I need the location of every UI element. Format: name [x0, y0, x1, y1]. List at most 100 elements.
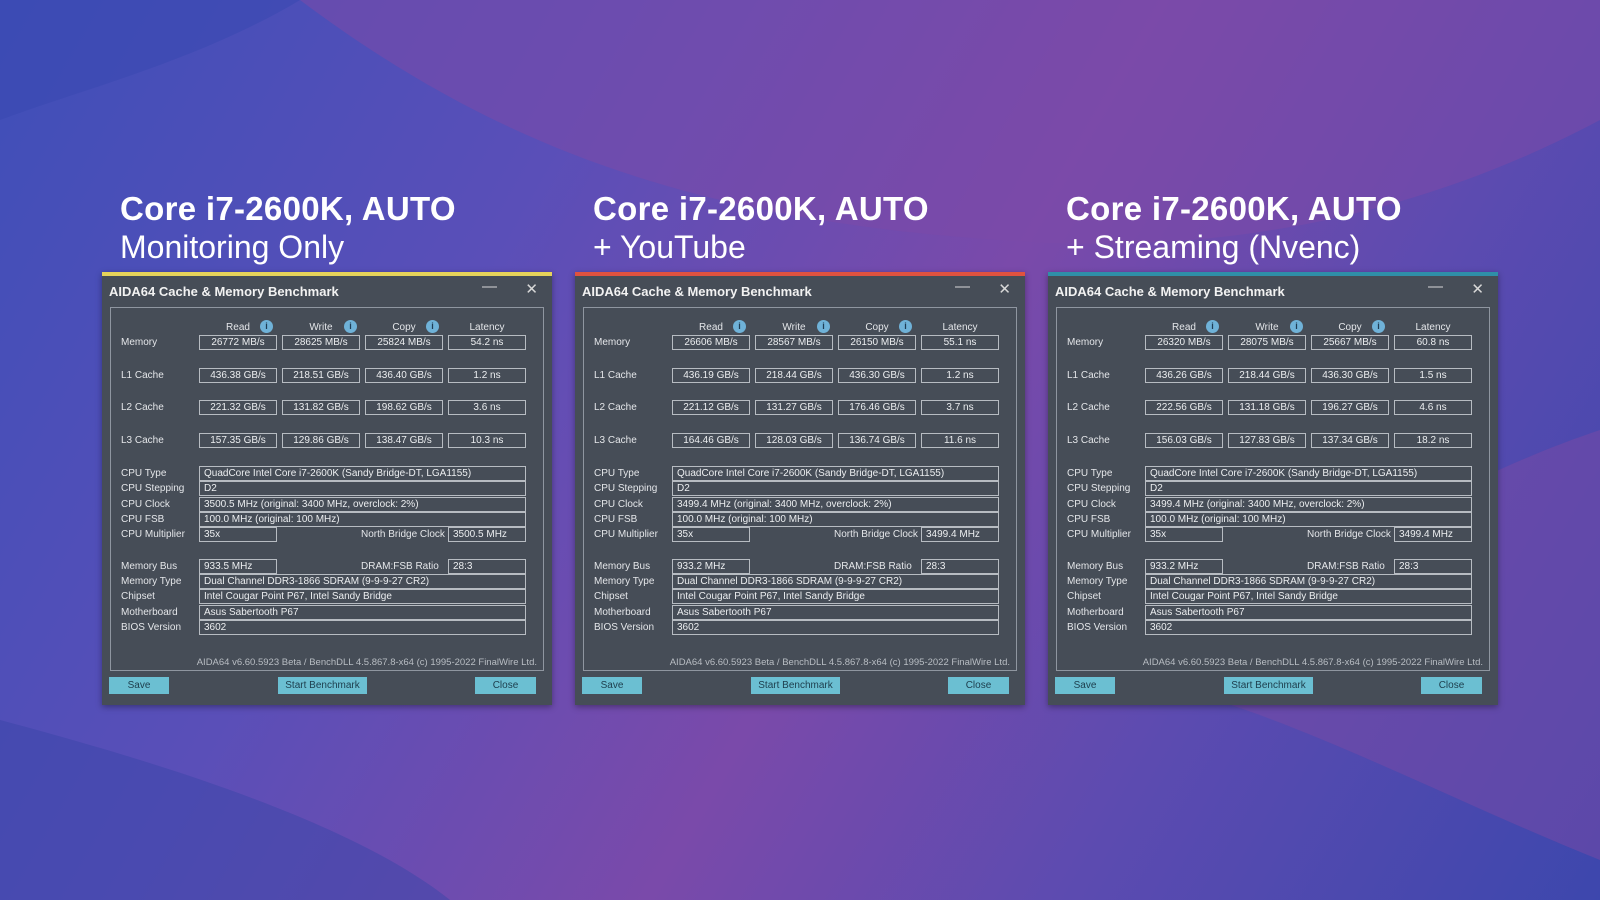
footer-copyright: AIDA64 v6.60.5923 Beta / BenchDLL 4.5.86… — [669, 657, 1010, 668]
l3-write: 128.03 GB/s — [755, 433, 833, 448]
heading-subtitle: Monitoring Only — [120, 229, 345, 265]
results-group: Read i Write i Copy i Latency Memory 263… — [1056, 307, 1490, 671]
copy-info-icon[interactable]: i — [1372, 320, 1385, 333]
row-label-memory: Memory — [594, 337, 631, 348]
save-button[interactable]: Save — [109, 677, 169, 694]
copy-info-icon[interactable]: i — [899, 320, 912, 333]
l1-copy: 436.40 GB/s — [365, 368, 443, 383]
label-cpu-multiplier: CPU Multiplier — [121, 529, 185, 540]
benchmark-window: AIDA64 Cache & Memory Benchmark — ✕ Read… — [1048, 272, 1498, 705]
memory-bus-value: 933.5 MHz — [199, 559, 277, 574]
label-chipset: Chipset — [121, 591, 155, 602]
col-header-read: Read — [1172, 322, 1196, 333]
l3-latency: 10.3 ns — [448, 433, 526, 448]
heading-title: Core i7-2600K, AUTO — [1066, 190, 1402, 227]
copy-info-icon[interactable]: i — [426, 320, 439, 333]
dram-ratio-value: 28:3 — [921, 559, 999, 574]
l2-read: 222.56 GB/s — [1145, 400, 1223, 415]
label-memory-bus: Memory Bus — [1067, 561, 1124, 572]
l1-copy: 436.30 GB/s — [1311, 368, 1389, 383]
l2-copy: 176.46 GB/s — [838, 400, 916, 415]
col-header-copy: Copy — [865, 322, 889, 333]
close-icon[interactable]: ✕ — [525, 281, 538, 298]
write-info-icon[interactable]: i — [817, 320, 830, 333]
read-info-icon[interactable]: i — [733, 320, 746, 333]
label-nb-clock: North Bridge Clock — [361, 529, 445, 540]
start-benchmark-button[interactable]: Start Benchmark — [1224, 677, 1313, 694]
l1-write: 218.44 GB/s — [1228, 368, 1306, 383]
write-info-icon[interactable]: i — [344, 320, 357, 333]
l3-write: 127.83 GB/s — [1228, 433, 1306, 448]
write-info-icon[interactable]: i — [1290, 320, 1303, 333]
col-header-latency: Latency — [469, 322, 505, 333]
cpu-type-value: QuadCore Intel Core i7-2600K (Sandy Brid… — [1145, 466, 1472, 481]
memory-latency: 55.1 ns — [921, 335, 999, 350]
l2-copy: 196.27 GB/s — [1311, 400, 1389, 415]
l2-latency: 3.6 ns — [448, 400, 526, 415]
benchmark-window: AIDA64 Cache & Memory Benchmark — ✕ Read… — [102, 272, 552, 705]
minimize-icon[interactable]: — — [1428, 278, 1443, 295]
benchmark-window: AIDA64 Cache & Memory Benchmark — ✕ Read… — [575, 272, 1025, 705]
nb-clock-value: 3499.4 MHz — [1394, 527, 1472, 542]
row-label-l1: L1 Cache — [121, 370, 164, 381]
close-icon[interactable]: ✕ — [1471, 281, 1484, 298]
dram-ratio-value: 28:3 — [1394, 559, 1472, 574]
label-bios: BIOS Version — [1067, 622, 1128, 633]
cpu-stepping-value: D2 — [1145, 481, 1472, 496]
label-motherboard: Motherboard — [121, 607, 178, 618]
label-memory-type: Memory Type — [121, 576, 182, 587]
row-label-l3: L3 Cache — [594, 435, 637, 446]
motherboard-value: Asus Sabertooth P67 — [199, 605, 526, 620]
cpu-clock-value: 3500.5 MHz (original: 3400 MHz, overcloc… — [199, 497, 526, 512]
cpu-fsb-value: 100.0 MHz (original: 100 MHz) — [672, 512, 999, 527]
memory-latency: 54.2 ns — [448, 335, 526, 350]
col-header-copy: Copy — [1338, 322, 1362, 333]
l3-copy: 136.74 GB/s — [838, 433, 916, 448]
memory-bus-value: 933.2 MHz — [672, 559, 750, 574]
label-cpu-type: CPU Type — [594, 468, 640, 479]
title-bar: AIDA64 Cache & Memory Benchmark — ✕ — [1048, 276, 1498, 306]
read-info-icon[interactable]: i — [1206, 320, 1219, 333]
close-button[interactable]: Close — [475, 677, 536, 694]
start-benchmark-button[interactable]: Start Benchmark — [278, 677, 367, 694]
footer-copyright: AIDA64 v6.60.5923 Beta / BenchDLL 4.5.86… — [1142, 657, 1483, 668]
memory-write: 28075 MB/s — [1228, 335, 1306, 350]
l3-latency: 11.6 ns — [921, 433, 999, 448]
close-button[interactable]: Close — [948, 677, 1009, 694]
close-icon[interactable]: ✕ — [998, 281, 1011, 298]
col-header-copy: Copy — [392, 322, 416, 333]
label-cpu-fsb: CPU FSB — [121, 514, 165, 525]
read-info-icon[interactable]: i — [260, 320, 273, 333]
cpu-clock-value: 3499.4 MHz (original: 3400 MHz, overcloc… — [672, 497, 999, 512]
l1-latency: 1.5 ns — [1394, 368, 1472, 383]
window-title: AIDA64 Cache & Memory Benchmark — [582, 284, 812, 299]
row-label-l2: L2 Cache — [1067, 402, 1110, 413]
memory-latency: 60.8 ns — [1394, 335, 1472, 350]
label-cpu-type: CPU Type — [1067, 468, 1113, 479]
cpu-multiplier-value: 35x — [199, 527, 277, 542]
label-cpu-fsb: CPU FSB — [1067, 514, 1111, 525]
results-group: Read i Write i Copy i Latency Memory 267… — [110, 307, 544, 671]
accent-bar — [575, 272, 1025, 276]
motherboard-value: Asus Sabertooth P67 — [1145, 605, 1472, 620]
dram-ratio-value: 28:3 — [448, 559, 526, 574]
label-memory-bus: Memory Bus — [594, 561, 651, 572]
row-label-l2: L2 Cache — [594, 402, 637, 413]
l3-copy: 137.34 GB/s — [1311, 433, 1389, 448]
minimize-icon[interactable]: — — [955, 278, 970, 295]
row-label-memory: Memory — [121, 337, 158, 348]
start-benchmark-button[interactable]: Start Benchmark — [751, 677, 840, 694]
close-button[interactable]: Close — [1421, 677, 1482, 694]
cpu-type-value: QuadCore Intel Core i7-2600K (Sandy Brid… — [199, 466, 526, 481]
memory-write: 28567 MB/s — [755, 335, 833, 350]
minimize-icon[interactable]: — — [482, 278, 497, 295]
save-button[interactable]: Save — [582, 677, 642, 694]
save-button[interactable]: Save — [1055, 677, 1115, 694]
l2-latency: 3.7 ns — [921, 400, 999, 415]
window-title: AIDA64 Cache & Memory Benchmark — [1055, 284, 1285, 299]
l2-read: 221.12 GB/s — [672, 400, 750, 415]
label-cpu-clock: CPU Clock — [1067, 499, 1116, 510]
heading-title: Core i7-2600K, AUTO — [593, 190, 929, 227]
l1-copy: 436.30 GB/s — [838, 368, 916, 383]
col-header-write: Write — [309, 322, 333, 333]
